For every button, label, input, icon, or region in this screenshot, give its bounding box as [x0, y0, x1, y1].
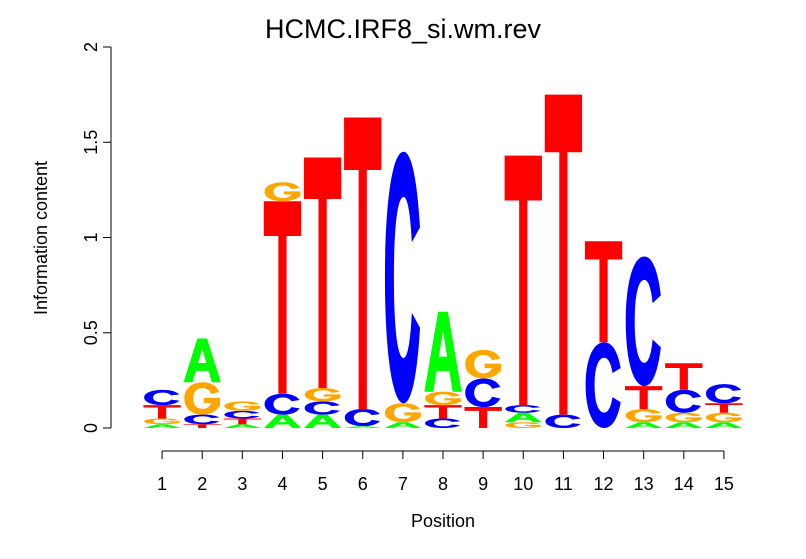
letter-T: [303, 157, 342, 388]
letter-C: [344, 408, 380, 427]
letter-A: [665, 422, 703, 428]
letter-C: [465, 378, 501, 408]
letter-T: [344, 117, 382, 409]
x-tick-label: 2: [197, 474, 207, 494]
x-axis-label: Position: [411, 511, 475, 531]
letter-C: [585, 342, 621, 428]
letter-T: [544, 94, 583, 415]
letter-A: [344, 426, 382, 428]
logo-column-14: [665, 363, 703, 428]
letter-A: [303, 414, 342, 428]
chart-title: HCMC.IRF8_si.wm.rev: [265, 14, 542, 44]
logo-column-6: [344, 117, 382, 428]
x-axis: 1 2 3 4 5 6 7 8 9 10 11 12 13 14 15: [157, 450, 734, 494]
logo-column-7: [384, 151, 422, 428]
letter-G: [425, 391, 461, 406]
logo-column-15: [705, 384, 743, 428]
logo-column-11: [544, 94, 583, 428]
letter-A: [223, 424, 261, 428]
x-tick-label: 10: [513, 474, 533, 494]
letter-C: [384, 151, 421, 404]
letter-T: [705, 403, 743, 413]
letter-C: [505, 405, 541, 413]
x-tick-label: 8: [438, 474, 448, 494]
letter-T: [464, 407, 502, 428]
letter-A: [263, 414, 302, 428]
y-axis: 0 0.5 1 1.5 2: [81, 42, 112, 433]
letter-C: [144, 389, 180, 406]
y-tick-label: 2: [81, 42, 101, 52]
letter-C: [224, 410, 260, 419]
letter-C: [545, 414, 581, 428]
letter-A: [183, 338, 221, 383]
logo-column-9: [464, 349, 502, 428]
x-tick-label: 7: [398, 474, 408, 494]
letter-A: [424, 311, 462, 392]
letter-A: [705, 422, 743, 428]
logo-column-13: [625, 256, 663, 428]
letter-A: [625, 422, 663, 428]
letter-A: [504, 412, 542, 423]
x-tick-label: 12: [594, 474, 614, 494]
letter-T: [665, 363, 703, 390]
letter-G: [144, 418, 180, 425]
letter-A: [384, 422, 422, 428]
x-tick-label: 6: [358, 474, 368, 494]
letter-G: [304, 387, 341, 402]
x-tick-label: 11: [554, 474, 573, 494]
x-tick-label: 9: [478, 474, 488, 494]
y-tick-label: 0: [81, 423, 101, 433]
logo-stacks: [143, 94, 743, 428]
letter-G: [465, 349, 502, 379]
x-tick-label: 1: [157, 474, 167, 494]
x-tick-label: 13: [634, 474, 654, 494]
x-tick-label: 14: [674, 474, 694, 494]
letter-C: [706, 384, 742, 404]
letter-G: [384, 403, 421, 423]
letter-T: [223, 418, 261, 425]
x-tick-label: 4: [277, 474, 287, 494]
letter-G: [665, 412, 702, 423]
letter-T: [625, 386, 663, 409]
letter-C: [304, 401, 340, 415]
letter-T: [183, 424, 221, 428]
logo-column-10: [504, 155, 542, 428]
letter-G: [505, 422, 542, 428]
letter-C: [625, 256, 661, 387]
logo-column-2: [183, 338, 221, 428]
logo-column-3: [223, 401, 261, 428]
y-tick-label: 0.5: [81, 320, 101, 345]
y-tick-label: 1: [81, 232, 101, 242]
letter-T: [584, 241, 623, 343]
x-tick-label: 5: [318, 474, 328, 494]
logo-column-5: [303, 157, 342, 428]
y-tick-label: 1.5: [81, 130, 101, 155]
letter-T: [424, 405, 462, 419]
letter-G: [706, 412, 742, 423]
logo-column-1: [143, 389, 181, 428]
letter-T: [263, 201, 302, 394]
y-axis-label: Information content: [31, 161, 51, 315]
logo-column-4: [263, 182, 302, 428]
x-tick-label: 15: [714, 474, 734, 494]
letter-C: [184, 414, 220, 425]
letter-A: [143, 424, 181, 428]
letter-G: [625, 408, 662, 423]
letter-C: [264, 393, 300, 415]
logo-column-8: [424, 311, 462, 428]
x-tick-label: 3: [237, 474, 247, 494]
letter-C: [665, 389, 701, 413]
letter-C: [425, 418, 461, 428]
letter-T: [504, 155, 542, 406]
letter-G: [184, 382, 221, 415]
logo-column-12: [584, 241, 623, 428]
letter-G: [224, 401, 261, 411]
letter-T: [143, 405, 181, 419]
letter-G: [264, 182, 301, 202]
